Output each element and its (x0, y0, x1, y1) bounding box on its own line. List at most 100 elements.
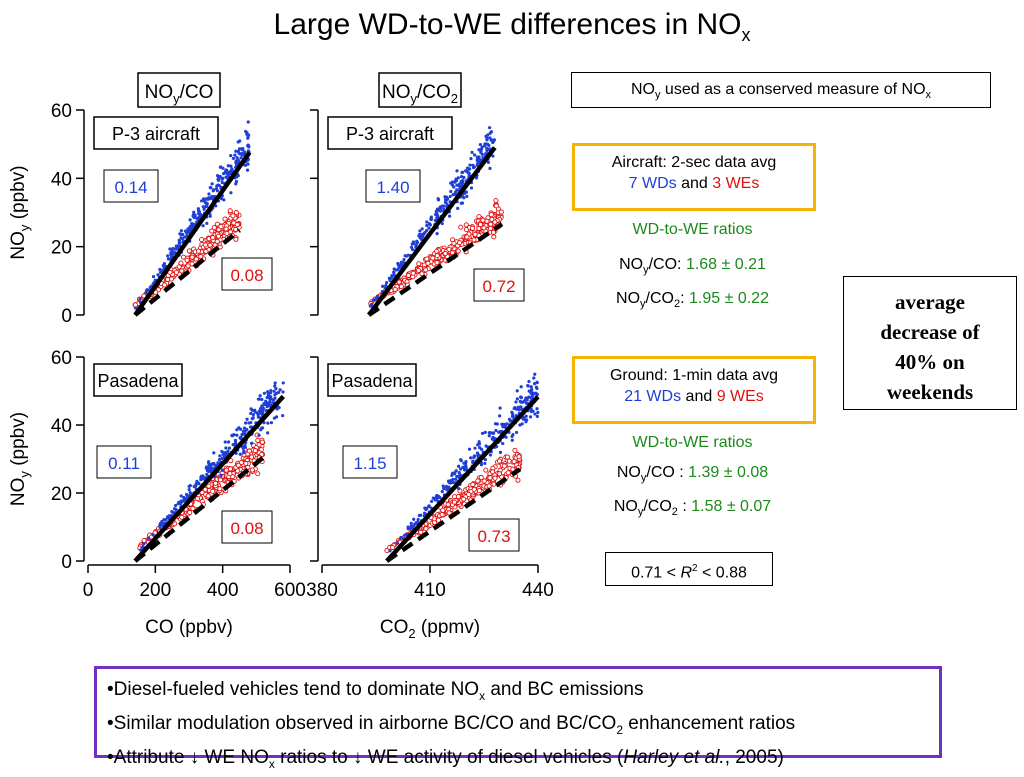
weekday-point (215, 189, 219, 193)
weekday-point (449, 189, 453, 194)
weekend-point (165, 276, 171, 283)
weekday-point (218, 454, 222, 458)
weekday-point (514, 400, 518, 404)
weekday-point (427, 222, 431, 226)
weekday-point (520, 422, 524, 426)
weekday-point (266, 390, 270, 394)
weekday-point (196, 208, 201, 213)
y-tick-label: 20 (51, 484, 72, 505)
weekday-point (243, 445, 247, 449)
weekday-point (410, 526, 414, 530)
weekend-point (233, 236, 239, 242)
weekend-point (202, 242, 208, 248)
weekday-point (147, 536, 151, 540)
bullet-diesel: •Diesel-fueled vehicles tend to dominate… (107, 679, 644, 703)
weekday-point (142, 542, 146, 546)
weekday-point (235, 175, 239, 179)
conclusions-box: •Diesel-fueled vehicles tend to dominate… (94, 666, 942, 770)
y-tick-label: 60 (51, 348, 72, 369)
weekend-point (439, 512, 445, 518)
weekend-point (259, 439, 265, 445)
weekend-point (466, 491, 472, 498)
weekday-point (417, 513, 421, 518)
weekday-point (443, 195, 447, 199)
column-title: NOy/CO (145, 82, 214, 106)
weekday-point (487, 126, 492, 130)
weekday-point (237, 151, 241, 155)
weekend-point (505, 470, 511, 476)
weekend-point (215, 233, 222, 239)
weekday-point (531, 409, 535, 413)
weekend-point (501, 463, 507, 469)
weekday-point (416, 517, 420, 522)
weekday-point (494, 428, 498, 433)
weekend-point (446, 246, 452, 252)
weekday-point (519, 405, 523, 409)
weekday-point (532, 376, 536, 380)
weekday-point (455, 474, 459, 479)
weekend-point (203, 248, 209, 254)
weekend-point (224, 230, 230, 237)
panel-label: P-3 aircraft (112, 124, 200, 144)
weekend-slope-box (221, 510, 273, 544)
weekday-point (457, 470, 461, 475)
weekend-point (218, 224, 224, 230)
y-tick-label: 60 (51, 101, 72, 122)
weekday-point (235, 428, 239, 432)
weekday-point (516, 405, 520, 409)
weekday-point (184, 492, 189, 497)
x-tick-label: 440 (522, 580, 554, 601)
conserved-measure-note: NOy used as a conserved measure of NOx (571, 72, 991, 108)
weekday-point (246, 136, 250, 140)
weekday-point (217, 457, 222, 462)
weekend-point (178, 260, 184, 266)
weekday-point (409, 521, 413, 525)
weekend-point (185, 263, 191, 269)
weekend-point (405, 272, 411, 279)
weekday-point (250, 408, 255, 412)
aircraft-ratio-co2: NOy/CO2: 1.95 ± 0.22 (616, 290, 769, 311)
weekday-point (533, 372, 537, 376)
weekday-point (471, 163, 475, 167)
weekday-slope-box (342, 445, 398, 479)
ground-ratio-heading: WD-to-WE ratios (632, 434, 753, 451)
weekday-point (469, 157, 473, 161)
weekday-point (224, 175, 228, 179)
weekend-fit-line (367, 222, 504, 317)
weekend-point (199, 489, 205, 496)
weekday-point (517, 408, 521, 412)
weekday-point (223, 440, 227, 444)
weekday-point (272, 389, 276, 393)
weekend-point (189, 254, 195, 260)
weekend-point (190, 505, 196, 511)
weekday-point (471, 459, 475, 463)
weekend-point (512, 447, 518, 454)
weekday-point (440, 221, 444, 226)
weekday-point (474, 176, 479, 180)
weekday-slope-box (96, 445, 152, 479)
x-tick-label: 400 (207, 580, 239, 601)
weekday-point (425, 506, 429, 511)
weekday-point (468, 163, 472, 167)
bullet-airborne: •Similar modulation observed in airborne… (107, 712, 796, 737)
weekend-point (416, 261, 422, 267)
weekday-point (412, 517, 416, 521)
weekend-point (510, 466, 516, 472)
weekday-point (224, 446, 228, 450)
weekend-point (256, 442, 262, 448)
weekday-point (485, 146, 489, 150)
weekday-point (246, 144, 250, 148)
weekend-point (212, 242, 218, 248)
weekday-point (489, 138, 493, 142)
weekday-point (488, 131, 492, 135)
panel-label: P-3 aircraft (346, 124, 434, 144)
weekend-point (230, 213, 236, 219)
weekday-point (268, 396, 272, 401)
weekend-point (490, 229, 497, 235)
weekday-slope-box (103, 169, 159, 203)
weekday-point (274, 387, 278, 391)
weekday-point (487, 434, 491, 438)
panel-label-box (93, 116, 219, 150)
weekday-point (418, 229, 422, 233)
weekend-point (202, 487, 208, 493)
